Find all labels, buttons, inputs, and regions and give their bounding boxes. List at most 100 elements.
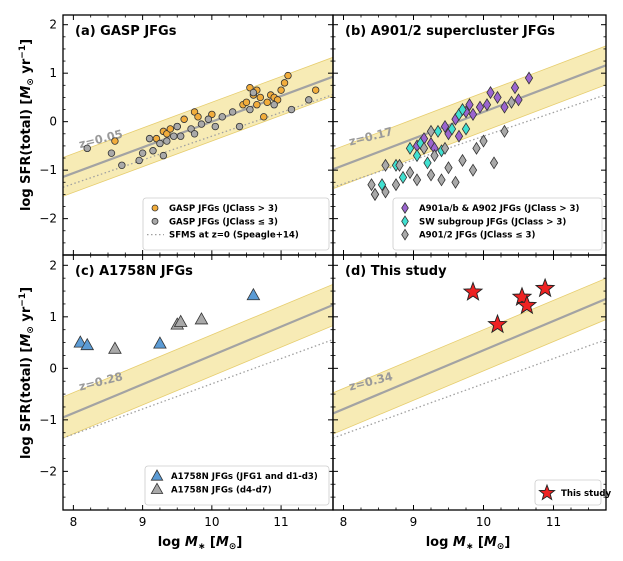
- y-tick-label: 1: [49, 310, 57, 324]
- x-tick-label: 9: [410, 515, 418, 529]
- y-tick-label: 1: [49, 66, 57, 80]
- legend: A1758N JFGs (JFG1 and d1-d3) A1758N JFGs …: [144, 465, 330, 506]
- data-point: [500, 100, 509, 114]
- legend-marker: [401, 228, 409, 241]
- plot-area: z=0.28: [63, 283, 333, 439]
- y-tick-label: −1: [39, 413, 57, 427]
- data-point: [260, 113, 268, 121]
- series-2: [367, 95, 516, 201]
- plot-area: z=0.17: [333, 45, 606, 201]
- legend-label: SW subgroup JFGs (JClass > 3): [419, 217, 566, 227]
- data-point: [197, 120, 206, 128]
- sfms-z0-line: [333, 94, 606, 188]
- data-point: [458, 153, 467, 168]
- legend-frame: [144, 465, 330, 506]
- data-point: [176, 132, 185, 140]
- data-point: [249, 88, 258, 97]
- data-point: [218, 113, 226, 121]
- panel-title: (a) GASP JFGs: [75, 24, 177, 39]
- legend-marker: [538, 483, 556, 501]
- data-point: [454, 129, 464, 143]
- data-point: [211, 122, 220, 131]
- data-point: [228, 108, 237, 116]
- legend-label: A1758N JFGs (JFG1 and d1-d3): [171, 472, 318, 482]
- legend-marker: [151, 204, 159, 212]
- data-point: [111, 137, 119, 145]
- data-point: [83, 144, 91, 153]
- series-0: [462, 277, 556, 334]
- data-point: [246, 287, 261, 301]
- data-point: [507, 95, 516, 109]
- data-point: [447, 122, 457, 136]
- plot-area: z=0.05: [63, 56, 333, 197]
- plot-area: z=0.34: [333, 277, 606, 439]
- sfms-band-upper-edge: [333, 277, 606, 394]
- data-point: [194, 113, 202, 121]
- sfms-band-lower-edge: [333, 319, 606, 435]
- sfms-line: [333, 297, 606, 415]
- data-point: [287, 105, 296, 114]
- data-point: [468, 107, 478, 121]
- data-point: [440, 141, 450, 155]
- data-point: [461, 122, 471, 136]
- data-point: [423, 156, 432, 170]
- y-axis-label-bottom: log SFR(total) [M⊙ yr−1]: [18, 287, 36, 459]
- legend-frame: [142, 197, 330, 251]
- data-point: [173, 122, 181, 131]
- panel-a: z=0.05 (a) GASP JFGs −2 −1 0 1 2 GASP JFGs (JCl…: [39, 14, 334, 256]
- data-point: [405, 141, 415, 155]
- data-point: [475, 100, 485, 114]
- data-point: [479, 134, 488, 148]
- y-tick-label: −1: [39, 163, 57, 177]
- panel-title: (d) This study: [345, 264, 447, 279]
- data-point: [311, 86, 320, 94]
- data-point: [493, 90, 502, 104]
- data-point: [159, 151, 168, 160]
- data-point: [482, 98, 492, 112]
- data-point: [194, 312, 209, 325]
- data-point: [419, 141, 429, 155]
- data-point: [458, 102, 467, 117]
- data-point: [489, 156, 499, 170]
- panel-frame: [332, 254, 607, 511]
- data-point: [444, 161, 453, 175]
- x-axis-label-right: log M∗ [M⊙]: [426, 535, 511, 552]
- legend: GASP JFGs (JClass > 3) GASP JFGs (JClass …: [142, 197, 330, 251]
- data-point: [246, 105, 254, 114]
- sfms-z0-line: [333, 339, 606, 439]
- data-point: [500, 124, 509, 138]
- data-point: [156, 139, 164, 148]
- x-tick-label: 9: [139, 515, 147, 529]
- data-point: [180, 115, 188, 123]
- data-point: [426, 124, 436, 138]
- x-tick-label: 10: [476, 515, 491, 529]
- legend-marker: [151, 217, 159, 225]
- x-tick-label: 11: [546, 515, 561, 529]
- data-point: [472, 141, 481, 155]
- y-tick-label: −2: [39, 212, 57, 226]
- y-tick-label: 0: [49, 115, 57, 129]
- series-0: [73, 287, 261, 351]
- sfms-line: [333, 64, 606, 171]
- y-tick-label: 0: [49, 361, 57, 375]
- data-point: [149, 147, 157, 155]
- data-point: [163, 137, 171, 145]
- data-point: [514, 93, 523, 107]
- legend-marker: [150, 482, 164, 494]
- legend: A901a/b & A902 JFGs (JClass > 3) SW subgr…: [392, 197, 603, 251]
- data-point: [277, 86, 285, 94]
- data-point: [516, 294, 538, 315]
- data-point: [173, 314, 188, 327]
- data-point: [440, 119, 450, 134]
- data-point: [253, 100, 261, 109]
- data-point: [73, 335, 88, 348]
- data-point: [426, 168, 436, 182]
- panel-b: z=0.17 (b) A901/2 supercluster JFGs A901a/…: [332, 14, 607, 256]
- data-point: [108, 341, 122, 354]
- legend-label: A901/2 JFGs (JClass ≤ 3): [419, 231, 535, 241]
- data-point: [270, 100, 278, 109]
- x-tick-label: 11: [273, 515, 288, 529]
- data-point: [430, 149, 439, 163]
- data-point: [462, 281, 484, 301]
